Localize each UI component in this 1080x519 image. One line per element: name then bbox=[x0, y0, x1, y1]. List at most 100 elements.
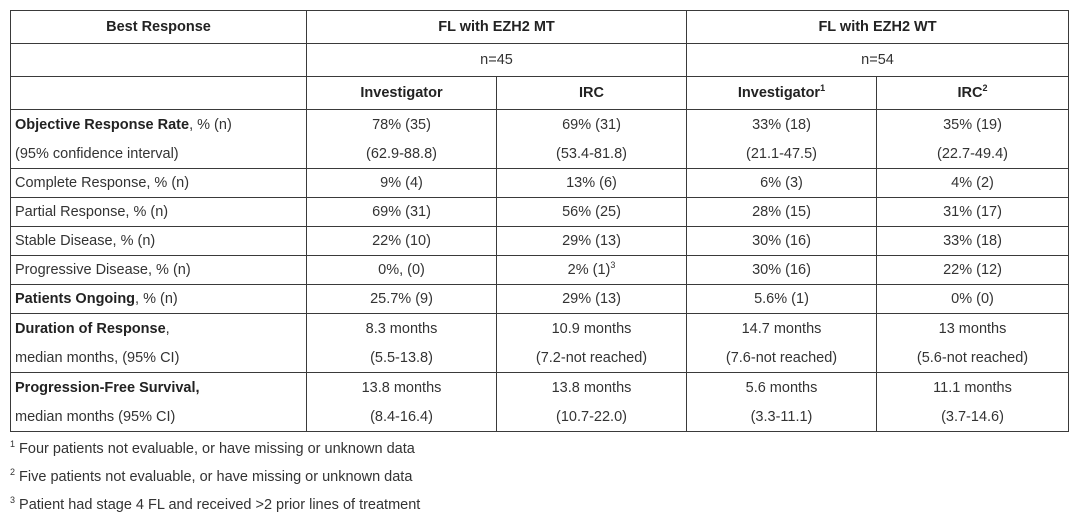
cell-mt-irc: 69% (31) (53.4-81.8) bbox=[496, 109, 687, 169]
cell-wt-investigator: 14.7 months (7.6-not reached) bbox=[686, 313, 877, 373]
cell-mt-investigator: 0%, (0) bbox=[306, 255, 497, 285]
cell-mt-investigator: 25.7% (9) bbox=[306, 284, 497, 314]
table-row-pd: Progressive Disease, % (n) 0%, (0) 2% (1… bbox=[10, 255, 1070, 285]
cell-wt-irc: 33% (18) bbox=[875, 226, 1070, 256]
table-row-sd: Stable Disease, % (n) 22% (10) 29% (13) … bbox=[10, 226, 1070, 256]
cell-mt-irc: 29% (13) bbox=[496, 284, 687, 314]
cell-ci: (8.4-16.4) bbox=[370, 408, 433, 425]
footnote-2: 2 Five patients not evaluable, or have m… bbox=[10, 463, 420, 491]
cell-mt-irc: 29% (13) bbox=[496, 226, 687, 256]
row-label-dor: Duration of Response, median months, (95… bbox=[10, 313, 307, 373]
table-row-patients-ongoing: Patients Ongoing, % (n) 25.7% (9) 29% (1… bbox=[10, 284, 1070, 314]
cell-ci: (10.7-22.0) bbox=[556, 408, 627, 425]
header-n-wt: n=54 bbox=[685, 43, 1070, 77]
row-label-pr: Partial Response, % (n) bbox=[10, 197, 307, 227]
cell-wt-irc: 0% (0) bbox=[875, 284, 1070, 314]
cell-ci: (5.5-13.8) bbox=[370, 349, 433, 366]
cell-wt-investigator: 33% (18) (21.1-47.5) bbox=[686, 109, 877, 169]
cell-ci: (7.6-not reached) bbox=[725, 349, 838, 366]
cell-ci: (3.3-11.1) bbox=[750, 408, 813, 425]
footnote-text: Patient had stage 4 FL and received >2 p… bbox=[15, 497, 421, 513]
label-bold: Progression-Free Survival, bbox=[15, 379, 200, 396]
footnote-ref-1: 1 bbox=[820, 83, 826, 94]
cell-ci: (62.9-88.8) bbox=[366, 145, 437, 162]
footnotes: 1 Four patients not evaluable, or have m… bbox=[10, 435, 420, 519]
row-sublabel: median months (95% CI) bbox=[15, 408, 176, 425]
cell-wt-investigator: 6% (3) bbox=[686, 168, 877, 198]
cell-wt-irc: 35% (19) (22.7-49.4) bbox=[875, 109, 1070, 169]
label-bold: Patients Ongoing bbox=[15, 291, 136, 307]
row-label-sd: Stable Disease, % (n) bbox=[10, 226, 307, 256]
response-table: Best Response FL with EZH2 MT FL with EZ… bbox=[10, 10, 1070, 432]
cell-mt-investigator: 78% (35) (62.9-88.8) bbox=[306, 109, 497, 169]
cell-mt-irc: 13% (6) bbox=[496, 168, 687, 198]
cell-value: 78% (35) bbox=[372, 116, 431, 133]
footnote-1: 1 Four patients not evaluable, or have m… bbox=[10, 435, 420, 463]
cell-mt-investigator: 69% (31) bbox=[306, 197, 497, 227]
cell-ci: (22.7-49.4) bbox=[937, 145, 1008, 162]
label-rest: , % (n) bbox=[189, 116, 232, 133]
header-wt-irc: IRC2 bbox=[875, 76, 1070, 110]
cell-wt-investigator: 30% (16) bbox=[686, 226, 877, 256]
cell-wt-irc: 13 months (5.6-not reached) bbox=[875, 313, 1070, 373]
header-row-n: n=45 n=54 bbox=[10, 43, 1070, 77]
cell-value: 69% (31) bbox=[562, 116, 621, 133]
header-group-wt: FL with EZH2 WT bbox=[685, 10, 1070, 44]
row-label-pd: Progressive Disease, % (n) bbox=[10, 255, 307, 285]
cell-wt-irc: 11.1 months (3.7-14.6) bbox=[875, 372, 1070, 432]
cell-mt-irc: 56% (25) bbox=[496, 197, 687, 227]
header-row-groups: Best Response FL with EZH2 MT FL with EZ… bbox=[10, 10, 1070, 44]
cell-value: 10.9 months bbox=[551, 320, 632, 337]
header-wt-investigator: Investigator1 bbox=[686, 76, 877, 110]
cell-value: 13.8 months bbox=[361, 379, 442, 396]
cell-value: 13.8 months bbox=[551, 379, 632, 396]
cell-ci: (5.6-not reached) bbox=[916, 349, 1029, 366]
footnote-number: 3 bbox=[10, 495, 16, 506]
footnote-number: 2 bbox=[10, 467, 16, 478]
cell-ci: (3.7-14.6) bbox=[941, 408, 1004, 425]
cell-value: 2% (1) bbox=[567, 262, 611, 278]
cell-value: 33% (18) bbox=[752, 116, 811, 133]
header-wt-investigator-label: Investigator bbox=[737, 85, 821, 101]
footnote-number: 1 bbox=[10, 439, 16, 450]
header-empty-cell bbox=[10, 43, 307, 77]
table-row-pr: Partial Response, % (n) 69% (31) 56% (25… bbox=[10, 197, 1070, 227]
row-label-orr: Objective Response Rate, % (n) (95% conf… bbox=[10, 109, 307, 169]
response-table-container: Best Response FL with EZH2 MT FL with EZ… bbox=[10, 10, 1070, 432]
table-row-dor: Duration of Response, median months, (95… bbox=[10, 313, 1070, 373]
cell-value: 5.6 months bbox=[745, 379, 818, 396]
cell-wt-irc: 4% (2) bbox=[875, 168, 1070, 198]
header-row-assessors: Investigator IRC Investigator1 IRC2 bbox=[10, 76, 1070, 110]
cell-mt-investigator: 9% (4) bbox=[306, 168, 497, 198]
cell-wt-investigator: 30% (16) bbox=[686, 255, 877, 285]
cell-value: 14.7 months bbox=[741, 320, 822, 337]
cell-wt-irc: 22% (12) bbox=[875, 255, 1070, 285]
table-row-cr: Complete Response, % (n) 9% (4) 13% (6) … bbox=[10, 168, 1070, 198]
cell-mt-investigator: 8.3 months (5.5-13.8) bbox=[306, 313, 497, 373]
footnote-text: Four patients not evaluable, or have mis… bbox=[15, 441, 415, 457]
row-label-pfs: Progression-Free Survival, median months… bbox=[10, 372, 307, 432]
footnote-3: 3 Patient had stage 4 FL and received >2… bbox=[10, 491, 420, 519]
cell-mt-irc: 13.8 months (10.7-22.0) bbox=[496, 372, 687, 432]
footnote-ref-2: 2 bbox=[982, 83, 988, 94]
cell-wt-investigator: 5.6% (1) bbox=[686, 284, 877, 314]
footnote-text: Five patients not evaluable, or have mis… bbox=[15, 469, 413, 485]
label-bold: Objective Response Rate bbox=[15, 116, 190, 133]
header-n-mt: n=45 bbox=[306, 43, 687, 77]
header-best-response: Best Response bbox=[10, 10, 307, 44]
row-sublabel: median months, (95% CI) bbox=[15, 349, 180, 366]
header-wt-irc-label: IRC bbox=[957, 85, 983, 101]
cell-mt-irc: 10.9 months (7.2-not reached) bbox=[496, 313, 687, 373]
cell-ci: (53.4-81.8) bbox=[556, 145, 627, 162]
cell-mt-irc: 2% (1)3 bbox=[496, 255, 687, 285]
row-label-patients-ongoing: Patients Ongoing, % (n) bbox=[10, 284, 307, 314]
cell-value: 11.1 months bbox=[933, 379, 1012, 396]
row-label-cr: Complete Response, % (n) bbox=[10, 168, 307, 198]
table-row-pfs: Progression-Free Survival, median months… bbox=[10, 372, 1070, 432]
cell-wt-irc: 31% (17) bbox=[875, 197, 1070, 227]
header-mt-investigator: Investigator bbox=[306, 76, 497, 110]
cell-value: 13 months bbox=[938, 320, 1007, 337]
row-sublabel: (95% confidence interval) bbox=[15, 145, 179, 162]
label-rest: , % (n) bbox=[135, 291, 178, 307]
cell-mt-investigator: 22% (10) bbox=[306, 226, 497, 256]
